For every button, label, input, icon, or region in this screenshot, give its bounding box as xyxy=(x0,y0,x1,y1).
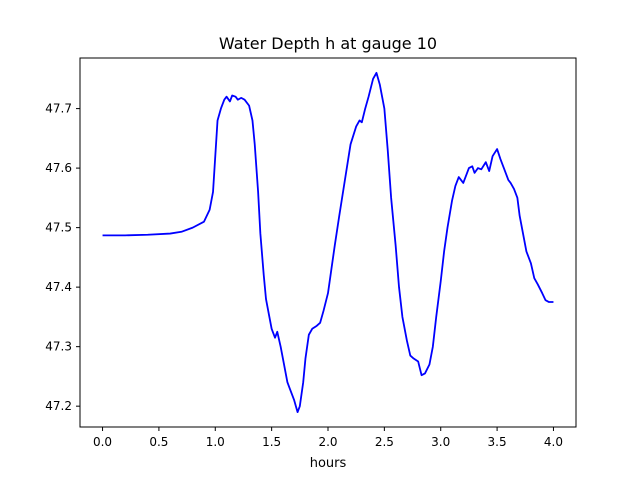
x-tick-label: 3.0 xyxy=(431,435,450,449)
x-axis-label: hours xyxy=(310,456,347,471)
y-axis: 47.2 47.3 47.4 47.5 47.6 47.7 xyxy=(45,102,80,413)
series-line-0 xyxy=(102,71,554,414)
y-tick-label: 47.7 xyxy=(45,102,72,116)
x-axis: 0.0 0.5 1.0 1.5 2.0 2.5 3.0 3.5 4.0 xyxy=(93,427,563,449)
x-tick-label: 4.0 xyxy=(544,435,563,449)
plot-area xyxy=(102,71,554,414)
x-tick-label: 2.5 xyxy=(375,435,394,449)
chart-title: Water Depth h at gauge 10 xyxy=(219,34,437,53)
x-tick-label: 2.0 xyxy=(318,435,337,449)
y-tick-label: 47.2 xyxy=(45,399,72,413)
x-tick-label: 0.0 xyxy=(93,435,112,449)
x-tick-label: 3.5 xyxy=(488,435,507,449)
y-tick-label: 47.4 xyxy=(45,280,72,294)
y-tick-label: 47.6 xyxy=(45,161,72,175)
x-tick-label: 0.5 xyxy=(149,435,168,449)
y-tick-label: 47.3 xyxy=(45,340,72,354)
y-tick-label: 47.5 xyxy=(45,221,72,235)
x-tick-label: 1.5 xyxy=(262,435,281,449)
x-tick-label: 1.0 xyxy=(206,435,225,449)
